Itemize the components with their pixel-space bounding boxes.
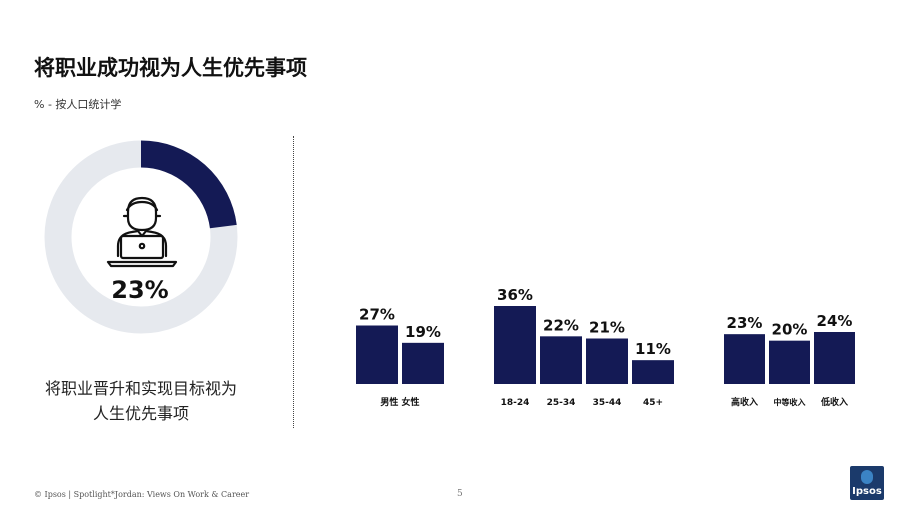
bar-value-label-2-1: 36% xyxy=(497,286,533,304)
bar-value-label-1-1: 27% xyxy=(359,306,395,324)
category-label-2-3: 35-44 xyxy=(593,398,622,408)
category-label-2-1: 18-24 xyxy=(501,398,530,408)
section-divider xyxy=(293,136,294,428)
donut-value-label: 23% xyxy=(111,276,168,304)
category-label-3-1: 高收入 xyxy=(731,396,758,408)
category-label-gender: 男性 女性 xyxy=(380,396,419,408)
category-label-2-4: 45+ xyxy=(643,398,663,408)
page-title: 将职业成功视为人生优先事项 xyxy=(34,56,307,80)
bar-value-label-2-2: 22% xyxy=(543,316,579,334)
bar-2-2 xyxy=(540,336,582,384)
bar-3-2 xyxy=(769,340,810,384)
bar-value-label-2-3: 21% xyxy=(589,319,625,337)
bar-2-1 xyxy=(494,306,536,384)
donut-slice xyxy=(140,140,237,229)
bar-value-label-3-2: 20% xyxy=(772,321,808,339)
donut-caption: 将职业晋升和实现目标视为 人生优先事项 xyxy=(20,376,262,426)
bar-3-1 xyxy=(724,334,765,384)
logo-mark xyxy=(861,470,873,484)
category-label-2-2: 25-34 xyxy=(547,398,576,408)
ipsos-logo: Ipsos xyxy=(850,466,884,500)
category-label-3-2: 中等收入 xyxy=(774,397,806,407)
donut-caption-line-1: 将职业晋升和实现目标视为 xyxy=(44,379,237,398)
person-at-laptop-icon xyxy=(106,196,178,268)
bar-2-3 xyxy=(586,338,628,384)
page-number: 5 xyxy=(457,489,463,499)
bar-2-4 xyxy=(632,360,674,384)
bar-value-label-2-4: 11% xyxy=(635,340,671,358)
bar-value-label-3-3: 24% xyxy=(817,312,853,330)
bar-value-label-1-2: 19% xyxy=(405,323,441,341)
bar-3-3 xyxy=(814,332,855,384)
category-label-3-3: 低收入 xyxy=(820,396,848,408)
donut-caption-line-2: 人生优先事项 xyxy=(92,404,189,423)
logo-text: Ipsos xyxy=(852,486,882,497)
page-subtitle: % - 按人口统计学 xyxy=(34,98,122,111)
bar-1-1 xyxy=(356,325,398,384)
bar-value-label-3-1: 23% xyxy=(727,314,763,332)
bar-1-2 xyxy=(402,342,444,384)
footer-text: © Ipsos | Spotlight*Jordan: Views On Wor… xyxy=(34,490,250,499)
